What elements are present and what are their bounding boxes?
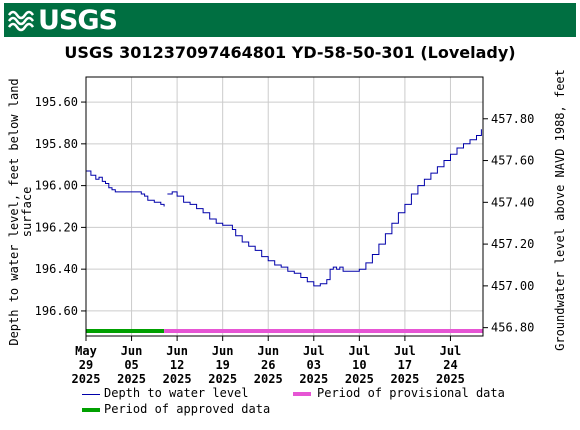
x-axis-ticks: May292025Jun052025Jun122025Jun192025Jun2… — [72, 336, 465, 386]
x-tick-label-year: 2025 — [163, 372, 192, 386]
usgs-logo-icon — [8, 10, 34, 32]
x-tick-label-day: 05 — [124, 358, 138, 372]
legend-swatch-approved — [82, 408, 100, 412]
x-tick-label-month: Jul — [440, 344, 462, 358]
x-tick-label-year: 2025 — [254, 372, 283, 386]
x-tick-label-month: Jul — [349, 344, 371, 358]
x-tick-label-day: 17 — [398, 358, 412, 372]
x-tick-label-day: 26 — [261, 358, 275, 372]
x-tick-label-month: Jun — [257, 344, 279, 358]
series-lines — [86, 129, 482, 287]
right-axis-ticks: 457.80 457.60 457.40 457.20 457.00 456.80 — [483, 112, 534, 335]
x-tick-label-day: 19 — [215, 358, 229, 372]
period-of-approved-data-bar — [86, 329, 165, 333]
x-tick-label-year: 2025 — [299, 372, 328, 386]
x-tick-label-month: Jun — [166, 344, 188, 358]
x-tick-label-year: 2025 — [72, 372, 101, 386]
x-tick-label-day: 24 — [443, 358, 457, 372]
usgs-logo-text: USGS — [38, 5, 118, 36]
x-tick-label-year: 2025 — [436, 372, 465, 386]
x-tick-label-year: 2025 — [208, 372, 237, 386]
y-tick-label-left: 196.00 — [35, 179, 78, 193]
legend-swatch-depth — [82, 394, 100, 395]
series-line-depth-to-water-level — [86, 170, 165, 207]
y-tick-label-right: 457.60 — [491, 154, 534, 168]
y-tick-label-right: 456.80 — [491, 321, 534, 335]
legend-label-depth: Depth to water level — [104, 386, 249, 400]
y-tick-label-right: 457.80 — [491, 112, 534, 126]
legend-label-approved: Period of approved data — [104, 402, 271, 416]
y-tick-label-left: 196.60 — [35, 304, 78, 318]
left-axis-ticks: 195.60 195.80 196.00 196.20 196.40 196.60 — [35, 95, 86, 318]
x-tick-label-year: 2025 — [117, 372, 146, 386]
chart-title: USGS 301237097464801 YD-58-50-301 (Lovel… — [64, 43, 516, 62]
y-tick-label-right: 457.20 — [491, 237, 534, 251]
series-line-depth-to-water-level — [167, 129, 482, 287]
y-tick-label-left: 196.40 — [35, 262, 78, 276]
x-tick-label-day: 29 — [79, 358, 93, 372]
x-tick-label-day: 03 — [307, 358, 321, 372]
x-tick-label-month: May — [75, 344, 97, 358]
y-tick-label-right: 457.40 — [491, 195, 534, 209]
x-tick-label-month: Jul — [394, 344, 416, 358]
status-bars — [86, 329, 483, 333]
y-tick-label-left: 195.60 — [35, 95, 78, 109]
y-axis-label-right: Groundwater level above NAVD 1988, feet — [553, 69, 567, 351]
period-of-provisional-data-bar — [164, 329, 483, 333]
y-tick-label-left: 195.80 — [35, 137, 78, 151]
y-tick-label-left: 196.20 — [35, 220, 78, 234]
y-axis-label-left-line2: surface — [20, 187, 34, 238]
x-tick-label-year: 2025 — [345, 372, 374, 386]
x-tick-label-month: Jul — [303, 344, 325, 358]
x-tick-label-month: Jun — [212, 344, 234, 358]
usgs-banner: USGS — [4, 3, 576, 37]
legend-label-provisional: Period of provisional data — [317, 386, 505, 400]
x-tick-label-day: 12 — [170, 358, 184, 372]
plot-frame — [85, 76, 484, 337]
legend-swatch-provisional — [293, 392, 311, 396]
y-tick-label-right: 457.00 — [491, 279, 534, 293]
x-tick-label-year: 2025 — [390, 372, 419, 386]
grid-lines — [85, 77, 483, 336]
x-tick-label-day: 10 — [352, 358, 366, 372]
y-axis-label-left: Depth to water level, feet below land — [7, 78, 21, 345]
x-tick-label-month: Jun — [121, 344, 143, 358]
